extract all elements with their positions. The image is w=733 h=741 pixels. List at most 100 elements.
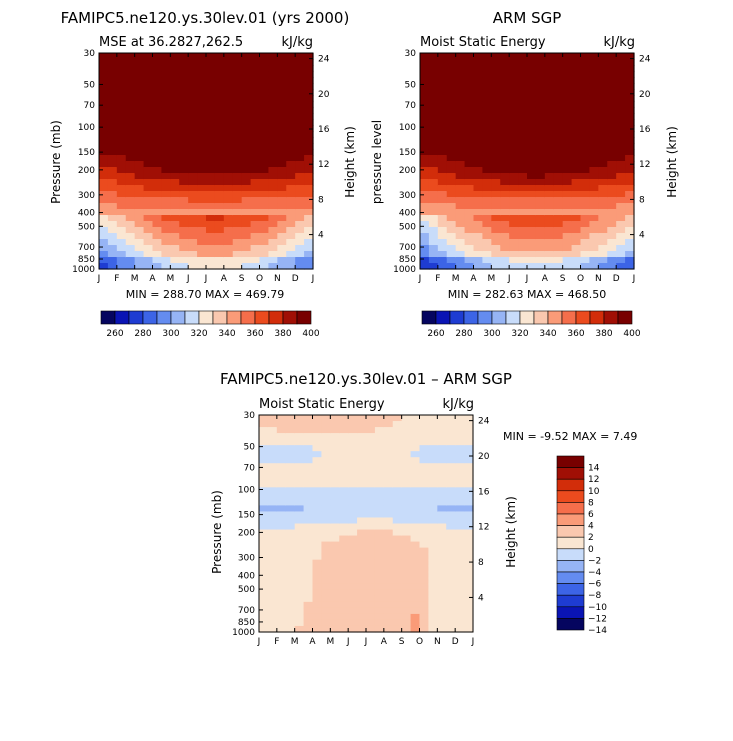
obs-contour-cell <box>491 161 501 168</box>
model-contour-cell <box>116 59 127 66</box>
obs-contour-cell <box>544 125 555 132</box>
diff-contour-cell <box>276 583 287 591</box>
diff-contour-cell <box>276 547 287 555</box>
obs-contour-cell <box>428 77 439 84</box>
model-contour-cell <box>134 59 145 66</box>
obs-contour-cell <box>518 89 528 96</box>
obs-contour-cell <box>562 257 573 264</box>
model-contour-cell <box>161 233 171 240</box>
diff-contour-cell <box>285 559 296 567</box>
diff-contour-cell <box>259 559 269 567</box>
diff-contour-cell <box>383 451 394 458</box>
diff-contour-cell <box>294 493 305 500</box>
diff-colorbar-label: 6 <box>588 510 594 520</box>
model-contour-cell <box>223 83 234 90</box>
obs-contour-cell <box>598 251 608 258</box>
obs-contour-cell <box>446 257 457 264</box>
diff-contour-cell <box>383 427 394 434</box>
model-contour-cell <box>295 125 305 132</box>
obs-contour-cell <box>580 251 591 258</box>
model-contour-cell <box>277 149 287 156</box>
diff-contour-cell <box>330 595 340 603</box>
model-contour-cell <box>161 251 171 258</box>
obs-contour-cell <box>509 161 519 168</box>
diff-contour-cell <box>437 559 447 567</box>
diff-contour-cell <box>312 475 323 482</box>
obs-contour-cell <box>473 65 484 72</box>
diff-contour-cell <box>455 511 465 519</box>
diff-contour-cell <box>428 559 438 567</box>
diff-contour-cell <box>294 571 305 579</box>
model-colorbar-swatch <box>254 310 270 325</box>
obs-x-tick-label: A <box>542 274 549 284</box>
diff-contour-cell <box>330 607 340 615</box>
diff-contour-cell <box>374 559 385 567</box>
diff-contour-cell <box>428 619 438 627</box>
diff-contour-cell <box>392 457 403 464</box>
model-contour-cell <box>223 179 234 186</box>
obs-contour-cell <box>500 227 510 234</box>
obs-contour-cell <box>562 245 573 252</box>
model-contour-cell <box>223 125 234 132</box>
diff-contour-cell <box>276 595 287 603</box>
model-contour-cell <box>232 167 243 174</box>
diff-contour-cell <box>339 493 349 500</box>
diff-contour-cell <box>419 595 430 603</box>
model-contour-cell <box>143 65 154 72</box>
diff-contour-cell <box>348 481 358 488</box>
diff-contour-cell <box>330 517 340 525</box>
obs-contour-cell <box>473 113 484 120</box>
diff-contour-cell <box>383 505 394 513</box>
diff-contour-cell <box>321 625 331 633</box>
diff-contour-cell <box>383 415 394 422</box>
model-contour-cell <box>268 227 278 234</box>
diff-contour-cell <box>446 595 456 603</box>
diff-contour-cell <box>321 565 331 573</box>
obs-contour-cell <box>616 161 626 168</box>
obs-contour-cell <box>580 203 591 210</box>
model-contour-cell <box>268 113 278 120</box>
model-contour-cell <box>197 239 207 246</box>
diff-contour-cell <box>366 583 376 591</box>
model-contour-cell <box>241 89 252 96</box>
obs-contour-cell <box>562 77 573 84</box>
model-contour-cell <box>134 251 145 258</box>
model-contour-cell <box>304 89 314 96</box>
diff-colorbar-label: 8 <box>588 498 594 508</box>
model-contour-cell <box>116 77 127 84</box>
model-contour-cell <box>197 95 207 102</box>
diff-contour-cell <box>330 613 340 621</box>
obs-contour-cell <box>616 77 626 84</box>
diff-contour-cell <box>276 553 287 561</box>
diff-contour-cell <box>276 487 287 494</box>
model-contour-cell <box>188 179 198 186</box>
model-contour-cell <box>134 89 145 96</box>
model-contour-cell <box>143 215 154 222</box>
model-contour-cell <box>250 113 261 120</box>
model-contour-cell <box>223 101 234 108</box>
model-contour-cell <box>179 125 189 132</box>
obs-contour-cell <box>580 71 591 78</box>
diff-contour-cell <box>419 487 430 494</box>
model-contour-cell <box>107 161 118 168</box>
model-contour-cell <box>134 131 145 138</box>
diff-contour-cell <box>294 553 305 561</box>
obs-contour-cell <box>625 125 635 132</box>
diff-contour-cell <box>330 535 340 543</box>
obs-contour-cell <box>527 209 537 216</box>
diff-contour-cell <box>419 469 430 476</box>
obs-contour-cell <box>598 191 608 198</box>
obs-contour-cell <box>473 203 484 210</box>
model-contour-cell <box>277 53 287 60</box>
diff-contour-cell <box>392 463 403 470</box>
model-contour-cell <box>116 53 127 60</box>
obs-contour-cell <box>527 83 537 90</box>
model-contour-cell <box>206 173 216 180</box>
model-contour-cell <box>295 143 305 150</box>
diff-contour-cell <box>374 499 385 507</box>
model-contour-cell <box>152 155 163 162</box>
obs-contour-cell <box>428 197 439 204</box>
obs-contour-cell <box>482 179 492 186</box>
obs-contour-cell <box>437 77 448 84</box>
diff-contour-cell <box>366 475 376 482</box>
